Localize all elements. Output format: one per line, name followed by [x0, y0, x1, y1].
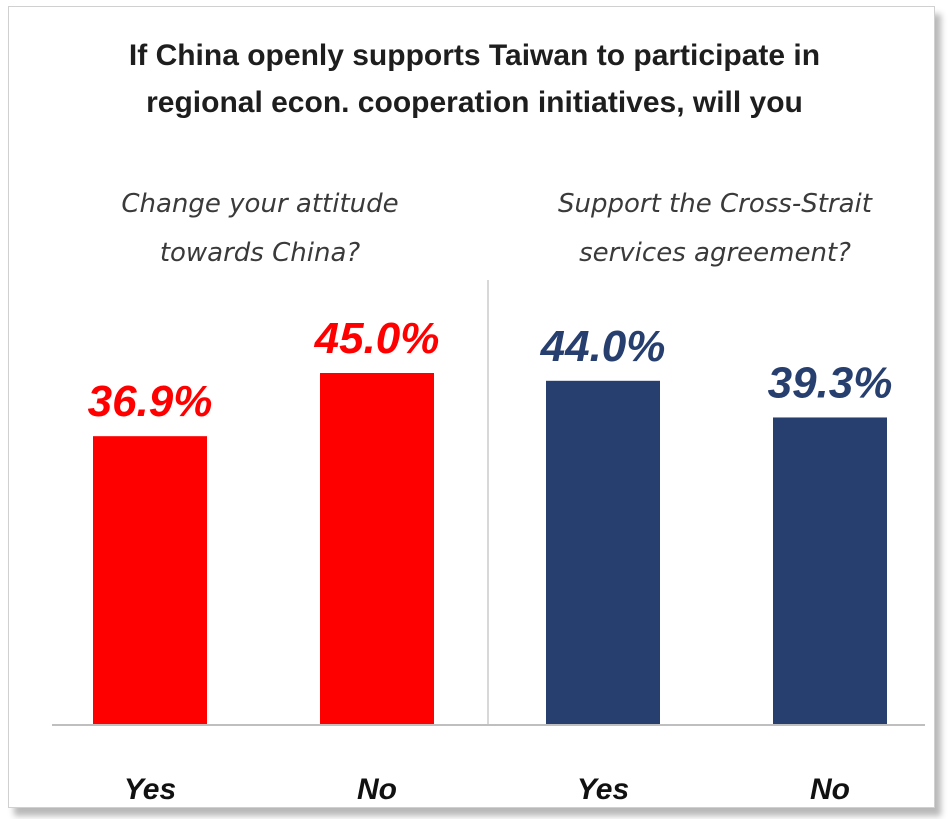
left-panel-title-line-2: towards China?: [159, 238, 361, 268]
left-value-label-no: 45.0%: [314, 314, 440, 363]
chart-title-line-2: regional econ. cooperation initiatives, …: [146, 86, 803, 119]
left-category-label-yes: Yes: [124, 773, 176, 806]
left-value-label-yes: 36.9%: [88, 377, 213, 426]
right-panel-title-line-1: Support the Cross-Strait: [558, 189, 872, 219]
right-value-label-yes: 44.0%: [540, 322, 666, 371]
right-panel-title: Support the Cross-Strait services agreem…: [505, 180, 925, 278]
right-panel-title-line-2: services agreement?: [579, 238, 851, 268]
left-panel-title-line-1: Change your attitude: [121, 189, 399, 219]
right-bar-yes: [546, 380, 660, 724]
left-category-label-no: No: [357, 773, 397, 806]
chart-title: If China openly supports Taiwan to parti…: [0, 32, 949, 126]
left-panel-title: Change your attitude towards China?: [60, 180, 460, 278]
right-value-label-no: 39.3%: [768, 358, 893, 407]
chart-title-line-1: If China openly supports Taiwan to parti…: [128, 39, 821, 72]
right-category-label-yes: Yes: [577, 773, 629, 806]
right-category-label-no: No: [810, 773, 850, 806]
right-bar-no: [773, 417, 887, 724]
left-bar-yes: [93, 436, 207, 724]
left-bar-no: [320, 373, 434, 724]
